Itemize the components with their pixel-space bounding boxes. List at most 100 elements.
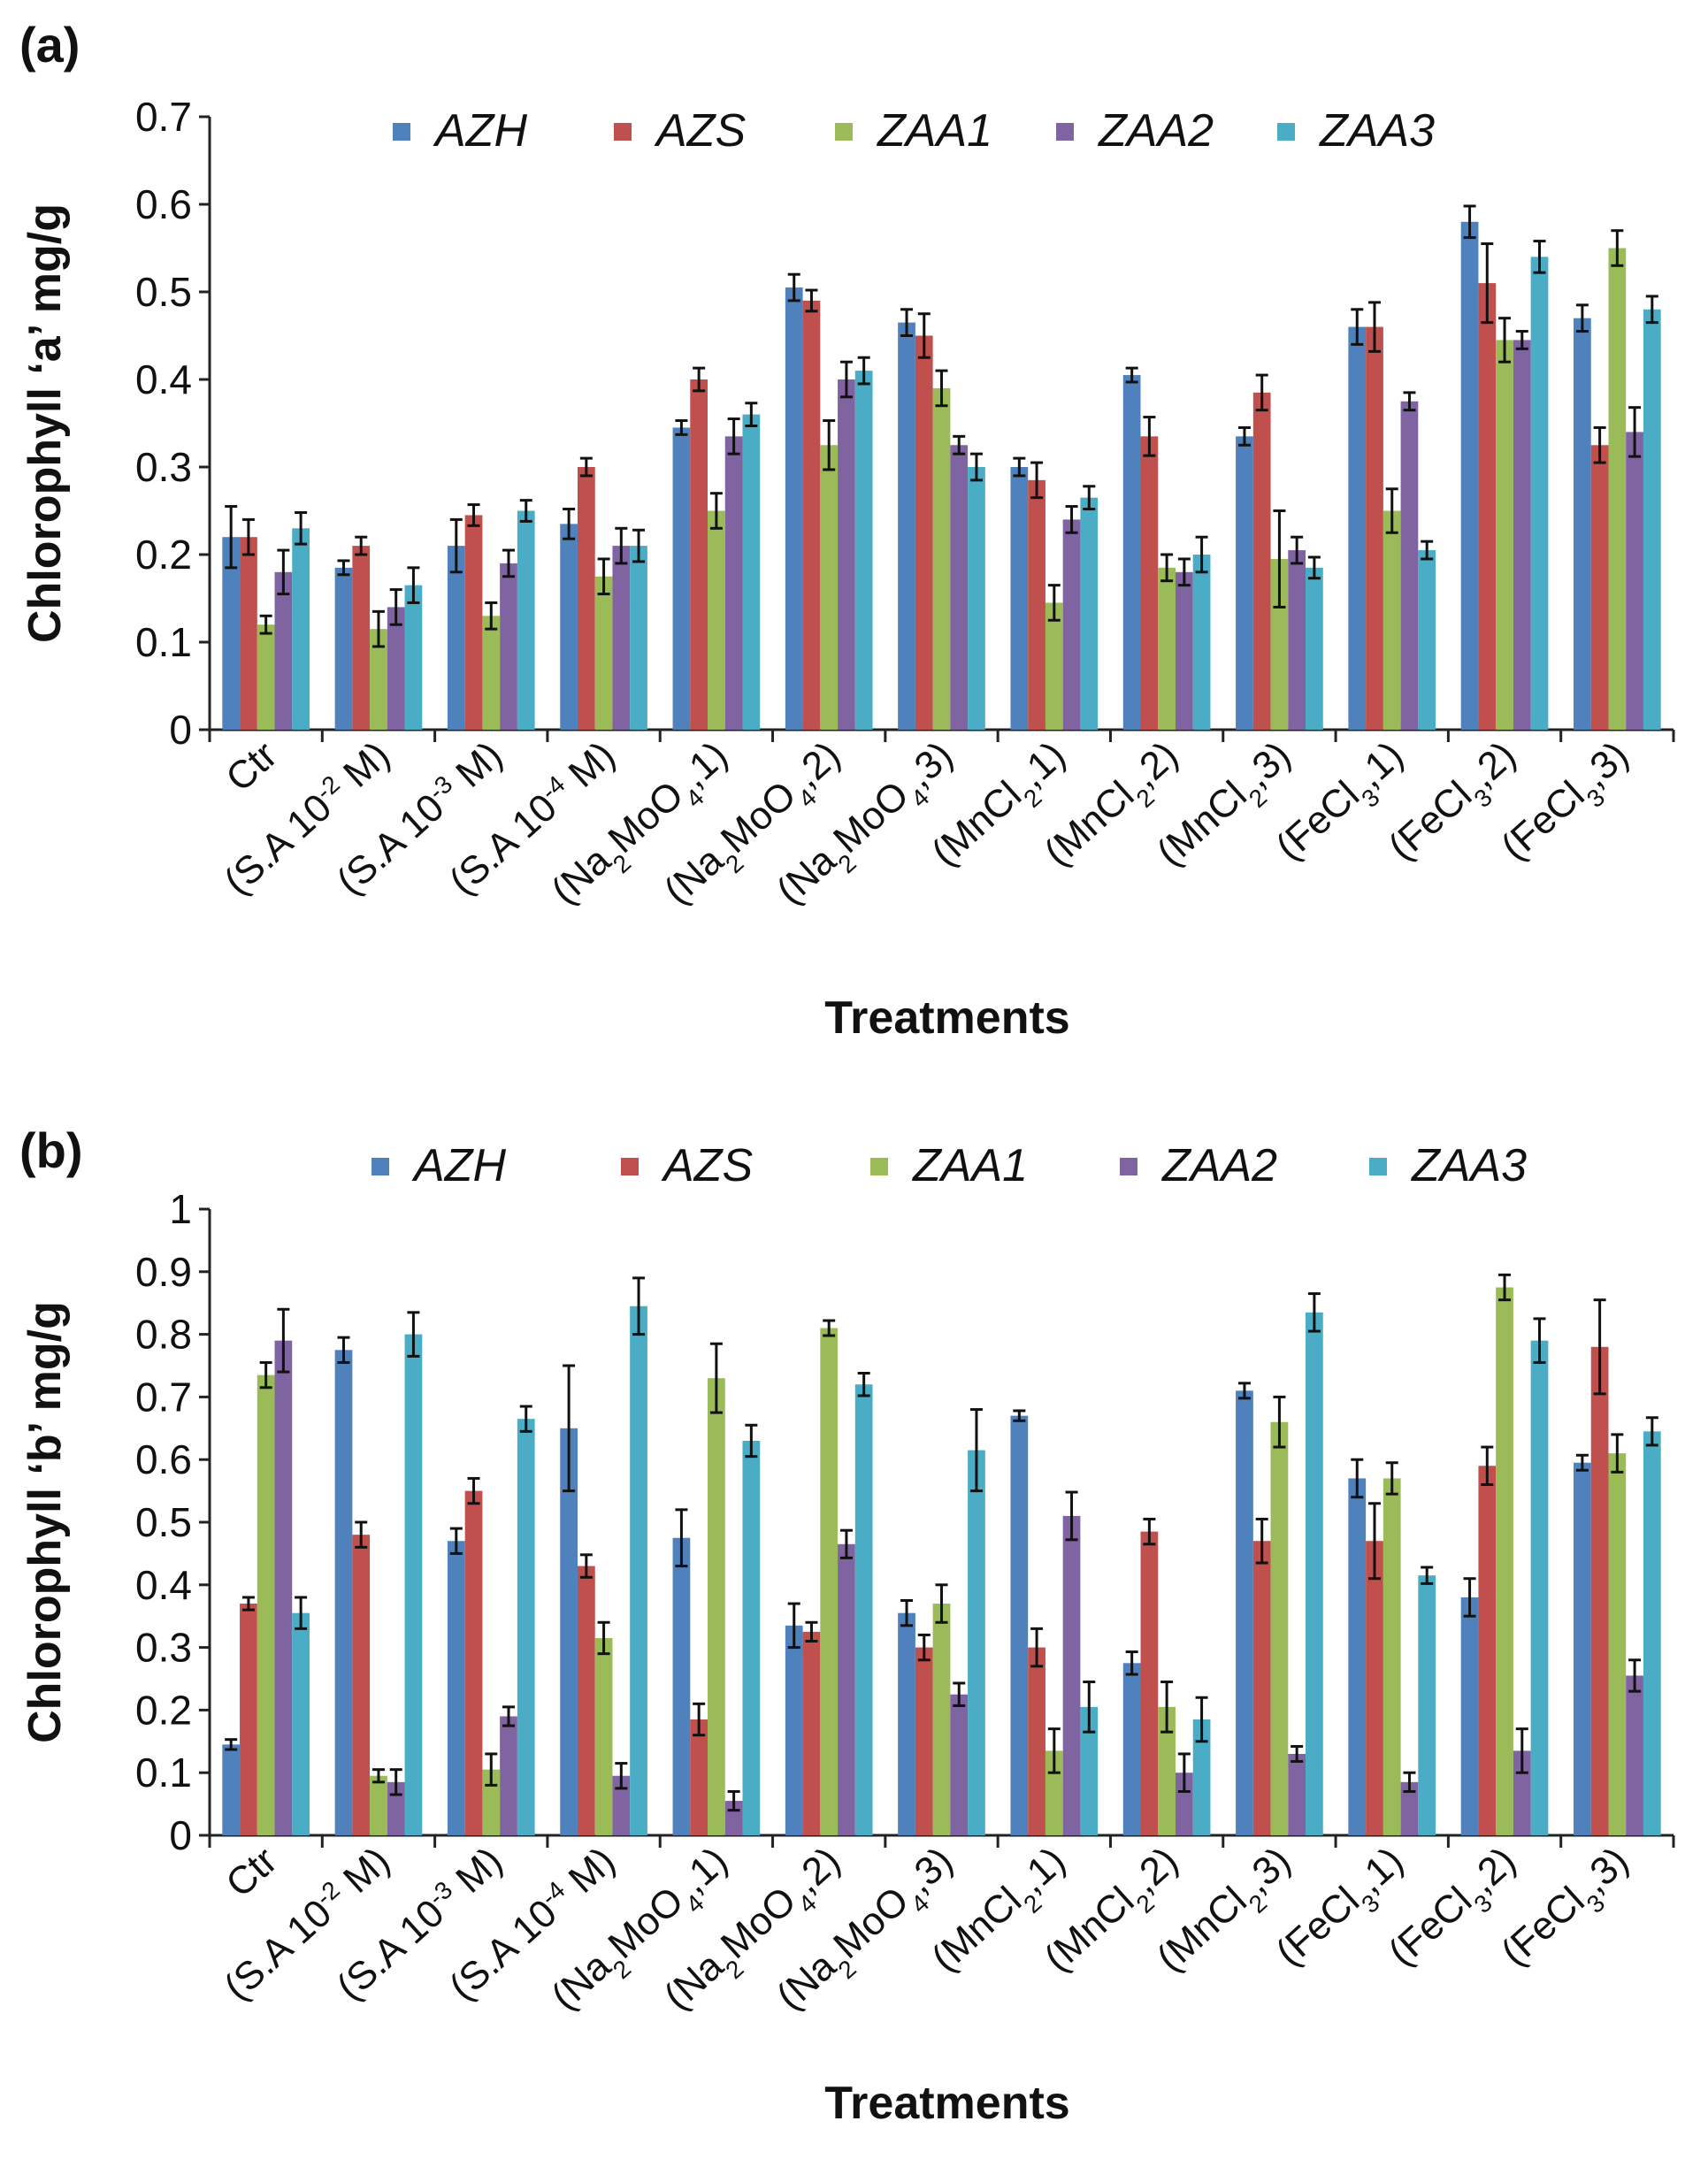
bar-ZAA3-4	[742, 414, 761, 730]
bar-AZH-6	[898, 322, 915, 730]
bar-AZH-8	[1122, 375, 1141, 730]
legend-swatch-ZAA3	[1277, 123, 1295, 141]
bar-AZS-3	[577, 1566, 595, 1835]
bar-ZAA2-10	[1400, 401, 1419, 730]
bar-AZH-8	[1122, 1663, 1141, 1835]
legend-swatch-ZAA1	[835, 123, 853, 141]
bar-ZAA1-11	[1496, 1287, 1513, 1835]
bar-AZS-4	[690, 1719, 708, 1835]
bar-ZAA3-8	[1192, 1719, 1211, 1835]
y-tick-label: 0.5	[135, 1499, 192, 1545]
bar-ZAA2-3	[612, 546, 631, 730]
y-tick-label: 0.4	[135, 1562, 192, 1608]
bar-ZAA1-9	[1270, 558, 1289, 730]
legend-label-AZS: AZS	[661, 1140, 753, 1191]
bar-AZH-6	[898, 1612, 915, 1835]
bar-AZH-4	[672, 1537, 691, 1835]
bar-AZS-3	[577, 467, 595, 730]
legend-swatch-ZAA1	[870, 1158, 888, 1175]
bar-ZAA2-11	[1513, 340, 1531, 730]
panel-label: (b)	[19, 1122, 83, 1178]
bar-ZAA3-8	[1192, 555, 1211, 730]
legend-swatch-ZAA2	[1120, 1158, 1137, 1175]
bar-AZS-9	[1252, 1541, 1271, 1835]
bar-AZS-7	[1028, 479, 1045, 730]
y-tick-label: 0.3	[135, 1625, 192, 1671]
bar-ZAA2-3	[612, 1775, 631, 1835]
x-tick-label: (FeCl3,3)	[1493, 733, 1643, 877]
bar-AZH-9	[1236, 436, 1253, 730]
y-tick-label: 0	[169, 1812, 192, 1858]
bar-ZAA3-4	[742, 1440, 761, 1835]
bar-AZH-10	[1348, 1478, 1367, 1835]
bar-ZAA2-1	[387, 607, 405, 730]
bar-ZAA3-9	[1306, 567, 1323, 730]
legend-swatch-AZH	[393, 123, 410, 141]
legend-swatch-AZS	[621, 1158, 639, 1175]
legend-swatch-AZH	[371, 1158, 389, 1175]
bar-ZAA1-12	[1608, 1453, 1627, 1835]
bar-ZAA2-9	[1288, 1753, 1306, 1835]
legend-label-ZAA3: ZAA3	[1318, 105, 1435, 157]
bar-ZAA3-1	[404, 1334, 423, 1835]
bar-AZS-12	[1590, 445, 1609, 730]
bar-ZAA1-3	[594, 1637, 613, 1835]
bar-ZAA1-0	[257, 624, 275, 730]
legend-swatch-ZAA3	[1369, 1158, 1387, 1175]
bar-AZH-7	[1010, 467, 1029, 730]
bar-ZAA3-5	[854, 1384, 873, 1835]
y-tick-label: 0.2	[135, 532, 192, 578]
bar-AZH-2	[447, 546, 465, 730]
bar-AZS-0	[240, 1604, 257, 1835]
bar-ZAA1-3	[594, 576, 613, 730]
x-tick-label: (FeCl3,3)	[1493, 1839, 1643, 1982]
bar-ZAA3-6	[968, 467, 985, 730]
bar-ZAA1-6	[932, 387, 951, 730]
bar-ZAA3-0	[292, 528, 310, 730]
legend-label-AZH: AZH	[433, 105, 527, 157]
bar-ZAA1-2	[482, 616, 501, 730]
y-tick-label: 0.6	[135, 1436, 192, 1482]
bar-AZH-1	[334, 567, 353, 730]
y-tick-label: 0.1	[135, 619, 192, 665]
bar-AZH-1	[334, 1350, 353, 1835]
bar-ZAA1-10	[1382, 510, 1401, 730]
x-axis-label: Treatments	[824, 2078, 1069, 2129]
bar-ZAA1-4	[708, 1378, 725, 1835]
bar-AZH-5	[785, 287, 803, 730]
bar-AZH-10	[1348, 326, 1367, 730]
bar-AZS-11	[1478, 1466, 1497, 1835]
bar-ZAA2-9	[1288, 550, 1306, 730]
bar-AZH-7	[1010, 1415, 1029, 1835]
y-tick-label: 0.6	[135, 181, 192, 227]
bar-ZAA3-3	[630, 1306, 647, 1835]
bar-ZAA1-7	[1045, 602, 1063, 730]
legend-label-ZAA1: ZAA1	[876, 105, 992, 157]
bar-AZH-0	[222, 1744, 241, 1835]
y-tick-label: 0.3	[135, 444, 192, 490]
bar-ZAA1-1	[370, 629, 387, 730]
bar-AZS-8	[1140, 436, 1159, 730]
bar-AZS-0	[240, 537, 257, 730]
bar-AZH-11	[1460, 221, 1479, 731]
bar-ZAA3-2	[517, 1419, 535, 1835]
y-tick-label: 0.4	[135, 356, 192, 402]
bar-ZAA2-2	[500, 563, 517, 730]
bar-AZH-12	[1574, 1462, 1591, 1835]
bar-ZAA1-12	[1608, 248, 1627, 730]
bar-AZS-8	[1140, 1531, 1159, 1835]
bar-ZAA1-5	[820, 445, 839, 730]
bar-ZAA2-12	[1626, 432, 1643, 730]
bar-ZAA2-2	[500, 1716, 517, 1835]
bar-ZAA3-10	[1418, 550, 1436, 730]
bar-AZS-11	[1478, 283, 1497, 730]
bar-ZAA3-12	[1643, 309, 1661, 730]
bar-ZAA3-2	[517, 510, 535, 730]
y-tick-label: 0.7	[135, 1374, 192, 1420]
legend-label-AZS: AZS	[654, 105, 746, 157]
y-tick-label: 0.1	[135, 1750, 192, 1796]
x-tick-label: Ctr	[218, 1839, 285, 1906]
bar-ZAA3-7	[1080, 497, 1099, 730]
bar-AZS-5	[802, 1631, 821, 1835]
